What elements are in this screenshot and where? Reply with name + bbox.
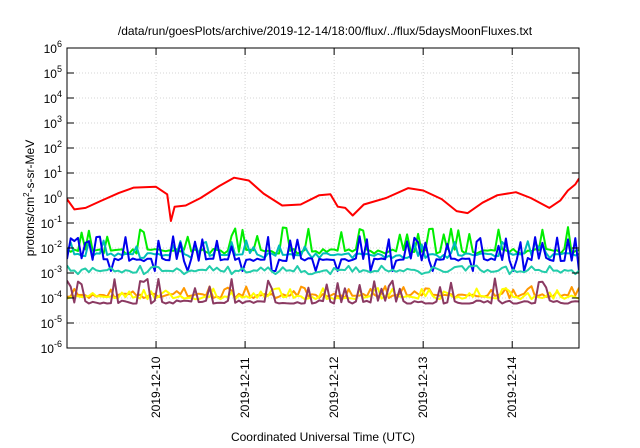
y-tick-exp: -3 <box>54 264 62 274</box>
y-tick-exp: 4 <box>57 89 62 99</box>
y-tick-label: 10-2 <box>41 239 62 256</box>
y-tick-label: 101 <box>44 164 62 181</box>
y-tick-exp: 6 <box>57 39 62 49</box>
y-tick-base: 10 <box>41 242 55 256</box>
y-tick-base: 10 <box>41 267 55 281</box>
x-axis-label: Coordinated Universal Time (UTC) <box>231 430 415 444</box>
y-tick-label: 10-5 <box>41 314 62 331</box>
y-tick-base: 10 <box>44 192 58 206</box>
x-tick-label: 2019-12-12 <box>327 356 341 418</box>
y-tick-base: 10 <box>41 342 55 356</box>
x-tick-label: 2019-12-14 <box>505 356 519 418</box>
y-tick-base: 10 <box>41 292 55 306</box>
series-line-4 <box>67 264 579 276</box>
y-tick-base: 10 <box>41 217 55 231</box>
series-line-1 <box>67 226 579 255</box>
y-tick-exp: -6 <box>54 339 62 349</box>
y-tick-exp: 3 <box>57 114 62 124</box>
y-tick-exp: 1 <box>57 164 62 174</box>
y-axis-label: protons/cm2-s-sr-MeV <box>22 140 37 256</box>
axes <box>66 47 580 349</box>
plot-frame <box>66 47 580 349</box>
y-tick-base: 10 <box>44 92 58 106</box>
y-tick-label: 10-3 <box>41 264 62 281</box>
y-tick-label: 10-4 <box>41 289 62 306</box>
series-line-6 <box>67 287 579 301</box>
y-tick-label: 106 <box>44 39 62 56</box>
y-tick-label: 100 <box>44 189 62 206</box>
y-axis-label-base: protons/cm <box>23 197 37 256</box>
y-tick-base: 10 <box>44 142 58 156</box>
series-line-3 <box>67 235 579 272</box>
x-tick-label: 2019-12-10 <box>149 356 163 418</box>
y-tick-label: 10-6 <box>41 339 62 356</box>
y-tick-label: 104 <box>44 89 62 106</box>
y-tick-base: 10 <box>44 42 58 56</box>
y-tick-base: 10 <box>44 117 58 131</box>
y-tick-label: 105 <box>44 64 62 81</box>
y-tick-exp: 5 <box>57 64 62 74</box>
y-tick-label: 102 <box>44 139 62 156</box>
x-tick-label: 2019-12-13 <box>416 356 430 418</box>
y-tick-base: 10 <box>41 317 55 331</box>
x-tick-label: 2019-12-11 <box>238 357 252 418</box>
y-tick-exp: 2 <box>57 139 62 149</box>
x-tick-labels: 2019-12-10 2019-12-11 2019-12-12 2019-12-13… <box>149 356 519 418</box>
y-tick-exp: -4 <box>54 289 62 299</box>
series-line-0 <box>67 176 579 222</box>
y-tick-base: 10 <box>44 67 58 81</box>
y-tick-exp: 0 <box>57 189 62 199</box>
y-tick-base: 10 <box>44 167 58 181</box>
series-lines <box>67 176 579 305</box>
y-tick-labels: 10-610-510-410-310-210-11001011021031041… <box>41 39 62 356</box>
y-tick-exp: -2 <box>54 239 62 249</box>
y-tick-label: 103 <box>44 114 62 131</box>
y-axis-label-sup: 2 <box>22 192 31 197</box>
chart-title: /data/run/goesPlots/archive/2019-12-14/1… <box>118 24 533 38</box>
y-tick-exp: -5 <box>54 314 62 324</box>
y-tick-label: 10-1 <box>41 214 62 231</box>
y-tick-exp: -1 <box>54 214 62 224</box>
y-axis-label-rest: -s-sr-MeV <box>23 140 37 193</box>
series-line-7 <box>67 277 579 305</box>
series-line-2 <box>67 239 579 259</box>
